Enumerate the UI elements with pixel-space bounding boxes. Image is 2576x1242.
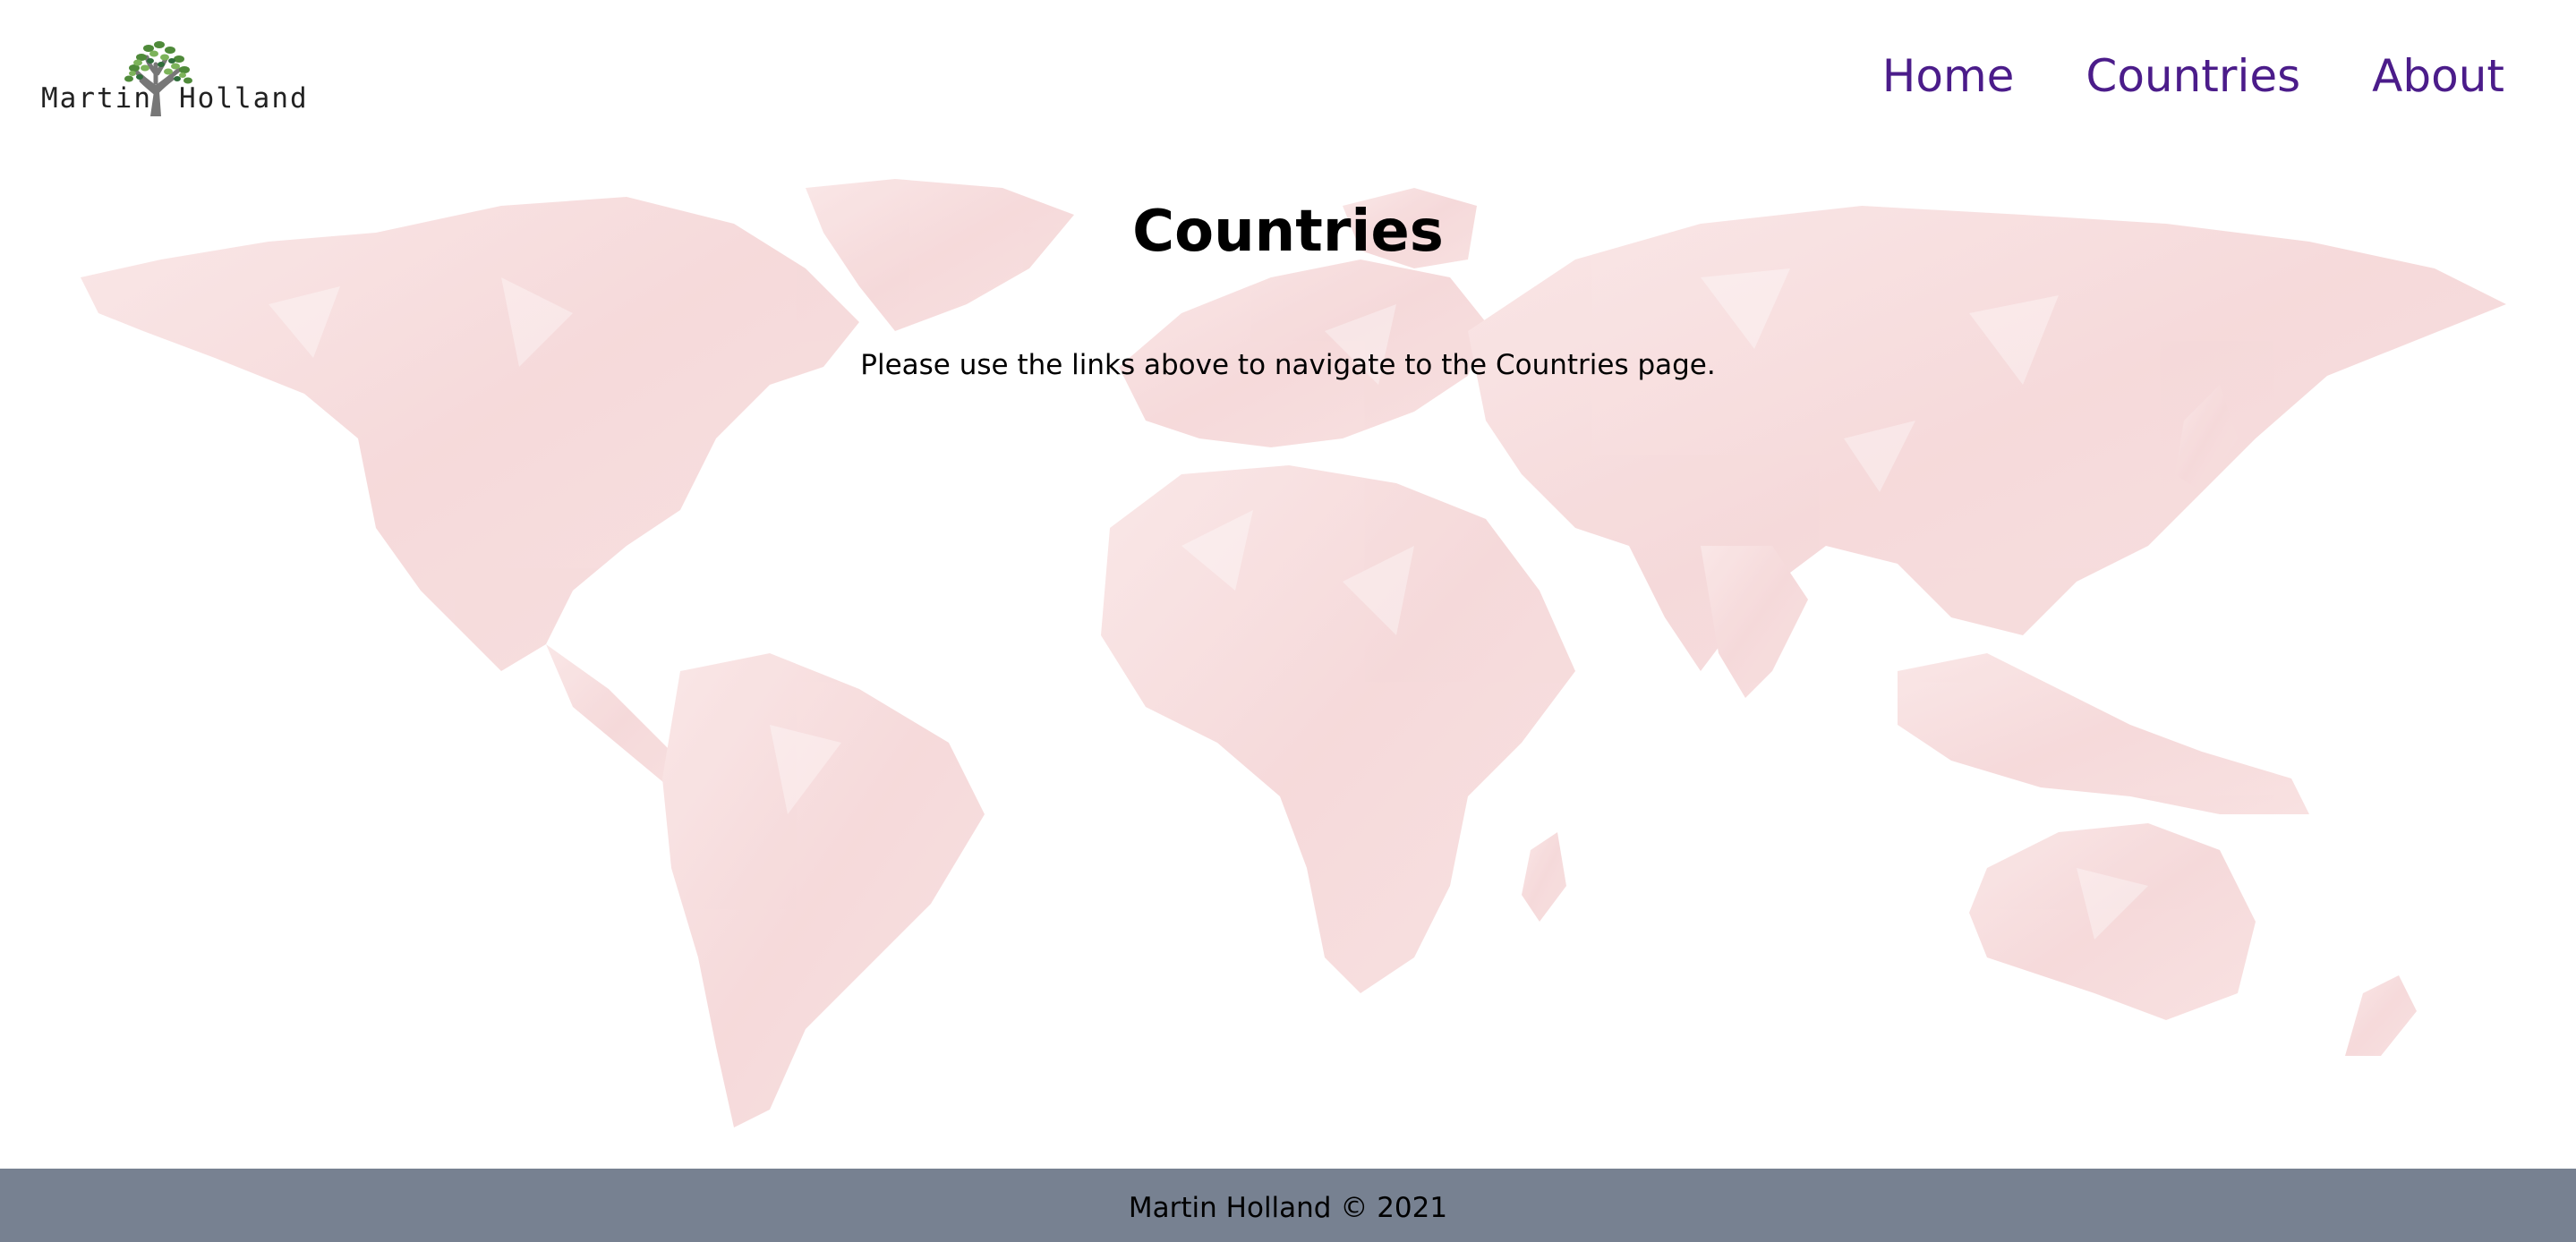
logo-last-name: Holland (179, 82, 309, 115)
world-map-icon (81, 179, 2506, 1127)
page-description: Please use the links above to navigate t… (860, 349, 1716, 381)
main-content: Countries Please use the links above to … (0, 170, 2576, 1169)
site-footer: Martin Holland © 2021 (0, 1169, 2576, 1242)
tree-icon (124, 41, 192, 116)
footer-copyright: Martin Holland © 2021 (1128, 1192, 1448, 1224)
nav-countries-link[interactable]: Countries (2086, 50, 2301, 102)
nav-about-link[interactable]: About (2372, 50, 2504, 102)
site-header: Martin Holland Home Countries About (0, 0, 2576, 170)
main-nav: Home Countries About (1882, 50, 2504, 102)
page-title: Countries (1132, 199, 1444, 265)
logo-first-name: Martin (41, 82, 152, 115)
nav-home-link[interactable]: Home (1881, 50, 2015, 102)
logo[interactable]: Martin Holland (39, 38, 307, 118)
